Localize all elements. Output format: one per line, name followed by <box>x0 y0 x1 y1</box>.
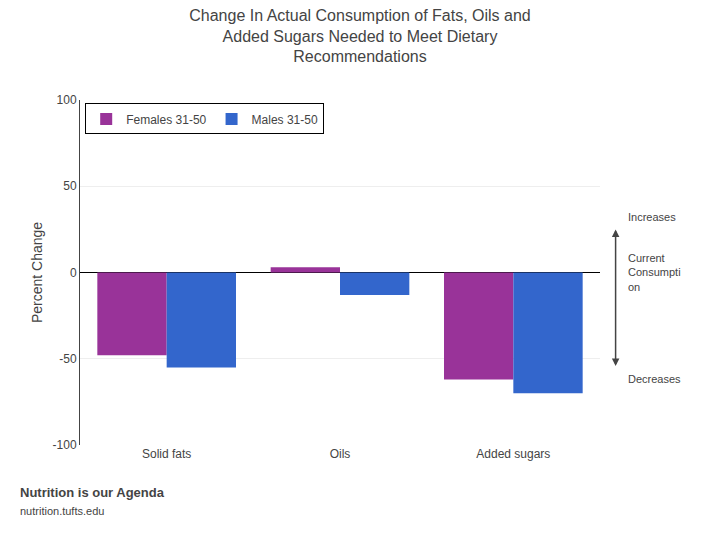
svg-text:Males 31-50: Males 31-50 <box>252 113 318 127</box>
svg-text:Change In Actual Consumption o: Change In Actual Consumption of Fats, Oi… <box>189 7 531 66</box>
svg-text:0: 0 <box>70 266 77 280</box>
svg-text:100: 100 <box>57 93 77 107</box>
svg-text:-100: -100 <box>53 438 77 452</box>
svg-text:-50: -50 <box>59 352 77 366</box>
svg-text:CurrentConsumption: CurrentConsumption <box>628 252 681 293</box>
svg-text:nutrition.tufts.edu: nutrition.tufts.edu <box>20 505 104 517</box>
svg-text:Solid fats: Solid fats <box>142 447 191 461</box>
svg-text:Increases: Increases <box>628 211 676 223</box>
svg-text:Nutrition is our Agenda: Nutrition is our Agenda <box>20 485 165 500</box>
svg-text:Females 31-50: Females 31-50 <box>126 113 206 127</box>
svg-text:Oils: Oils <box>330 447 351 461</box>
svg-text:50: 50 <box>63 179 77 193</box>
svg-text:Percent Change: Percent Change <box>29 222 45 323</box>
svg-text:Decreases: Decreases <box>628 373 681 385</box>
svg-text:Added sugars: Added sugars <box>476 447 550 461</box>
